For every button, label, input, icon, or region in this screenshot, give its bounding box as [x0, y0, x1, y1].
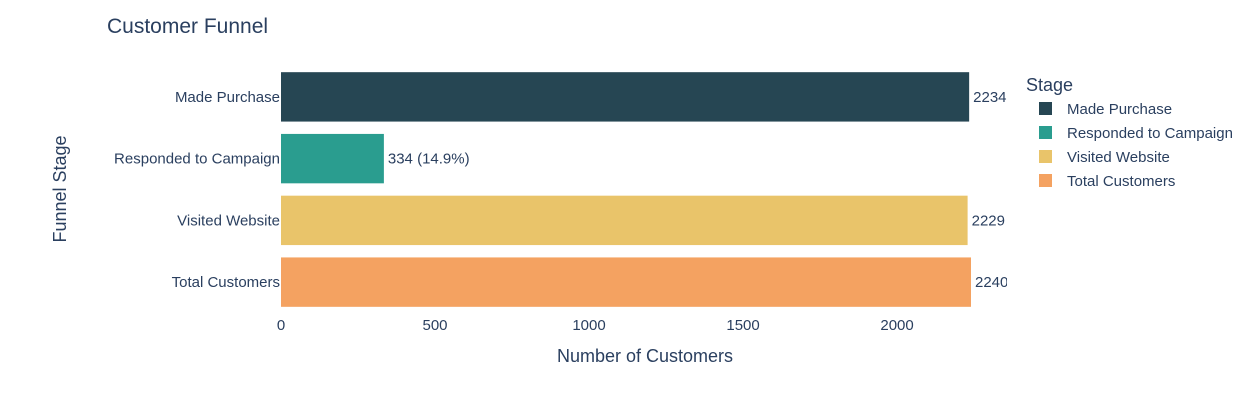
bar-data-label: 2240 — [975, 274, 1008, 291]
bar — [281, 195, 968, 246]
legend-item-label: Responded to Campaign — [1067, 125, 1233, 142]
x-tick-label: 1500 — [726, 317, 759, 334]
y-tick-label: Visited Website — [177, 212, 280, 229]
y-axis-title: Funnel Stage — [50, 135, 70, 242]
x-tick-label: 2000 — [880, 317, 913, 334]
legend-item-label: Made Purchase — [1067, 101, 1172, 118]
x-tick-label: 1000 — [572, 317, 605, 334]
x-tick-label: 500 — [423, 317, 448, 334]
y-tick-label: Responded to Campaign — [114, 151, 280, 168]
bar-data-label: 2234 — [973, 89, 1006, 106]
x-axis-title: Number of Customers — [557, 346, 733, 366]
bars: 2234 334 (14.9%) 2229 2240 — [281, 72, 1008, 307]
legend-swatch — [1039, 150, 1052, 163]
legend-swatch — [1039, 102, 1052, 115]
legend-item-label: Visited Website — [1067, 149, 1170, 166]
chart-title: Customer Funnel — [107, 15, 268, 38]
bar — [281, 257, 971, 307]
legend-swatch — [1039, 126, 1052, 139]
x-tick-label: 0 — [277, 317, 285, 334]
legend-swatch — [1039, 174, 1052, 187]
legend-item-label: Total Customers — [1067, 173, 1175, 190]
bar — [281, 133, 384, 184]
bar-data-label: 2229 — [972, 212, 1005, 229]
y-tick-label: Made Purchase — [175, 89, 280, 106]
bar — [281, 72, 970, 122]
legend: Stage Made Purchase Responded to Campaign… — [1026, 75, 1233, 190]
plot-area: 2234 334 (14.9%) 2229 2240 Made Purchase Resp… — [114, 72, 1008, 334]
legend-title: Stage — [1026, 75, 1073, 95]
y-tick-label: Total Customers — [172, 274, 280, 291]
bar-data-label: 334 (14.9%) — [388, 151, 470, 168]
